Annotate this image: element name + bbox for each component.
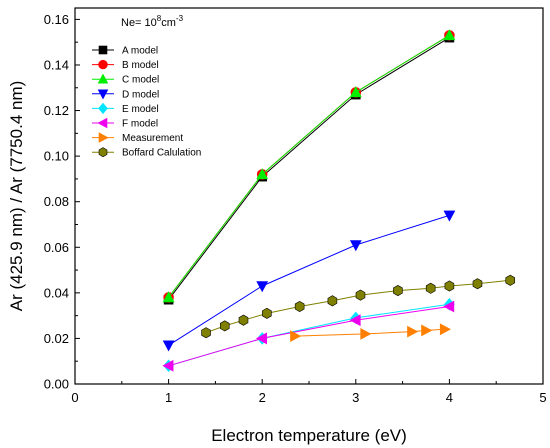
data-point bbox=[162, 340, 175, 352]
legend-marker bbox=[97, 117, 108, 129]
data-point bbox=[439, 323, 451, 336]
data-point bbox=[294, 300, 305, 313]
x-tick-label: 3 bbox=[352, 390, 359, 405]
data-point bbox=[355, 289, 366, 301]
legend-label: B model bbox=[122, 60, 159, 71]
legend-label: Measurement bbox=[122, 133, 183, 144]
x-tick-label: 2 bbox=[259, 390, 266, 405]
series-7 bbox=[201, 274, 516, 339]
data-point bbox=[349, 314, 361, 327]
data-point bbox=[219, 320, 230, 332]
legend-marker bbox=[97, 73, 109, 84]
x-axis-title: Electron temperature (eV) bbox=[211, 426, 407, 445]
data-point bbox=[256, 281, 269, 293]
data-point bbox=[472, 278, 483, 290]
data-point bbox=[443, 300, 455, 313]
legend-marker bbox=[98, 102, 108, 115]
legend-label: D model bbox=[122, 89, 159, 100]
data-point bbox=[327, 295, 338, 307]
y-tick-label: 0.10 bbox=[44, 149, 69, 164]
data-point bbox=[255, 332, 268, 345]
data-point bbox=[407, 325, 419, 338]
series-6 bbox=[290, 323, 451, 343]
data-point bbox=[262, 307, 272, 319]
legend-label: E model bbox=[122, 104, 159, 115]
data-point bbox=[201, 327, 211, 339]
x-tick-label: 5 bbox=[539, 390, 546, 405]
y-tick-label: 0.00 bbox=[44, 377, 69, 392]
data-point bbox=[349, 240, 362, 252]
data-point bbox=[238, 314, 249, 326]
series-0 bbox=[163, 32, 455, 305]
legend-label: Boffard Calulation bbox=[122, 148, 201, 159]
series-1 bbox=[163, 30, 455, 303]
series-3 bbox=[162, 210, 456, 352]
series-layer bbox=[162, 29, 516, 373]
y-tick-label: 0.12 bbox=[44, 103, 69, 118]
annotation-unit: cm bbox=[161, 17, 176, 29]
data-point bbox=[256, 168, 269, 180]
legend-label: A model bbox=[122, 46, 158, 57]
series-2 bbox=[162, 29, 456, 303]
y-tick-label: 0.14 bbox=[44, 57, 69, 72]
series-5 bbox=[162, 300, 455, 372]
legend-label: F model bbox=[122, 119, 158, 130]
series-line bbox=[168, 214, 450, 346]
legend-label: C model bbox=[122, 75, 159, 86]
data-point bbox=[505, 274, 516, 286]
data-point bbox=[444, 280, 455, 292]
legend-marker bbox=[97, 89, 109, 100]
x-tick-label: 4 bbox=[446, 390, 453, 405]
y-tick-label: 0.16 bbox=[44, 12, 69, 27]
axis-ticks: 0 1 2 3 4 5 0.00 0.02 0.04 0.06 0.08 0.10 0.12 0.14 0.… bbox=[44, 12, 547, 405]
density-annotation: Ne= 108cm-3 bbox=[121, 14, 184, 29]
data-point bbox=[162, 291, 175, 303]
legend-marker bbox=[98, 147, 108, 158]
y-tick-label: 0.06 bbox=[44, 240, 69, 255]
data-point bbox=[425, 282, 436, 294]
y-tick-label: 0.02 bbox=[44, 331, 69, 346]
annotation-exponent: 8 bbox=[157, 14, 162, 23]
y-tick-label: 0.08 bbox=[44, 194, 69, 209]
x-tick-label: 1 bbox=[165, 390, 172, 405]
series-line bbox=[168, 34, 450, 298]
data-point bbox=[443, 29, 456, 41]
legend: A model B model C model D model E model F mod… bbox=[92, 46, 201, 159]
legend-marker bbox=[98, 45, 108, 55]
data-point bbox=[360, 327, 372, 340]
data-point bbox=[393, 285, 403, 297]
data-point bbox=[162, 359, 174, 372]
series-line bbox=[205, 279, 511, 334]
series-line bbox=[168, 37, 450, 301]
series-line bbox=[168, 34, 450, 298]
legend-marker bbox=[98, 59, 108, 70]
y-axis-title: Ar (425.9 nm) / Ar (7750.4 nm) bbox=[7, 81, 26, 312]
data-point bbox=[290, 330, 302, 343]
annotation-unit-exponent: -3 bbox=[176, 14, 184, 23]
annotation-base: Ne= 10 bbox=[121, 17, 157, 29]
series-line bbox=[168, 306, 450, 367]
x-tick-label: 0 bbox=[71, 390, 78, 405]
legend-marker bbox=[98, 132, 109, 143]
data-point bbox=[349, 86, 362, 98]
data-point bbox=[443, 210, 456, 222]
y-tick-label: 0.04 bbox=[44, 285, 69, 300]
data-point bbox=[421, 324, 433, 337]
